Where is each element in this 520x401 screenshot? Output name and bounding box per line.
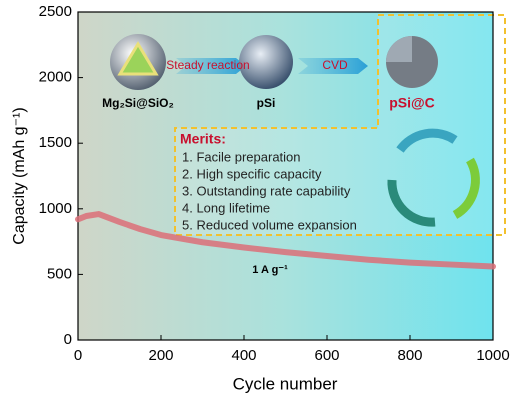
annotation: Mg₂Si@SiO₂ (102, 96, 174, 110)
merits-box (174, 14, 506, 236)
y-tick-label: 1500 (39, 134, 72, 151)
merit-item: 3. Outstanding rate capability (182, 183, 351, 198)
inset: Mg₂Si@SiO₂ Steady reaction pSi CVD pSi@C… (102, 14, 506, 276)
annotation: pSi@C (389, 95, 435, 111)
psi-sphere (239, 35, 293, 89)
merit-item: 5. Reduced volume expansion (182, 217, 357, 232)
cycle-arrow (452, 157, 480, 219)
annotation: Steady reaction (166, 58, 249, 72)
y-tick-label: 0 (64, 331, 72, 348)
merit-item: 4. Long lifetime (182, 200, 270, 215)
y-tick-label: 1000 (39, 200, 72, 217)
merit-item: 2. High specific capacity (182, 166, 322, 181)
x-tick-label: 200 (148, 347, 173, 364)
arrow (176, 58, 246, 74)
annotation: CVD (322, 58, 348, 72)
x-tick-label: 1000 (476, 347, 509, 364)
cycle-arrow (396, 128, 458, 153)
y-axis-label: Capacity (mAh g⁻¹) (11, 107, 28, 244)
annotation: pSi (257, 96, 276, 110)
merit-item: 1. Facile preparation (182, 149, 301, 164)
x-tick-label: 0 (74, 347, 82, 364)
y-tick-label: 2500 (39, 3, 72, 20)
core (117, 41, 159, 76)
y-tick-label: 2000 (39, 69, 72, 86)
plot-frame (77, 11, 494, 341)
arrow (298, 58, 368, 74)
cutaway (386, 36, 412, 62)
x-tick-label: 800 (397, 347, 422, 364)
data-line (75, 211, 496, 270)
merits-title: Merits: (180, 131, 226, 147)
cycle-arrow (387, 179, 436, 227)
x-tick-label: 400 (231, 347, 256, 364)
annotation: 1 A g⁻¹ (252, 264, 288, 276)
x-tick-label: 600 (314, 347, 339, 364)
y-tick-label: 500 (47, 265, 72, 282)
x-axis-label: Cycle number (233, 374, 338, 393)
